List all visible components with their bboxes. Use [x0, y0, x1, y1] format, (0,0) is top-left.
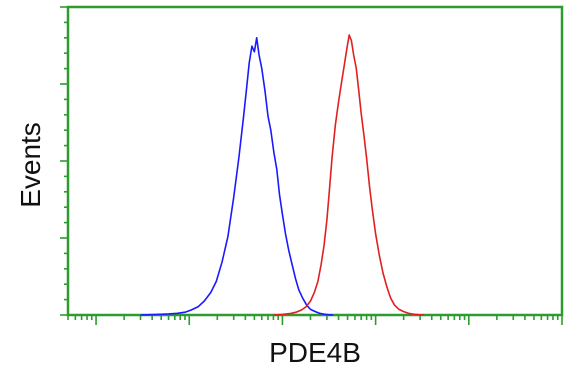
axis-ticks — [60, 6, 563, 325]
red-histogram-line — [273, 34, 424, 316]
plot-frame — [66, 5, 564, 317]
y-axis-label: Events — [15, 122, 46, 208]
x-axis-label: PDE4B — [269, 337, 361, 368]
series-group — [140, 34, 424, 316]
blue-histogram-line — [140, 36, 334, 316]
